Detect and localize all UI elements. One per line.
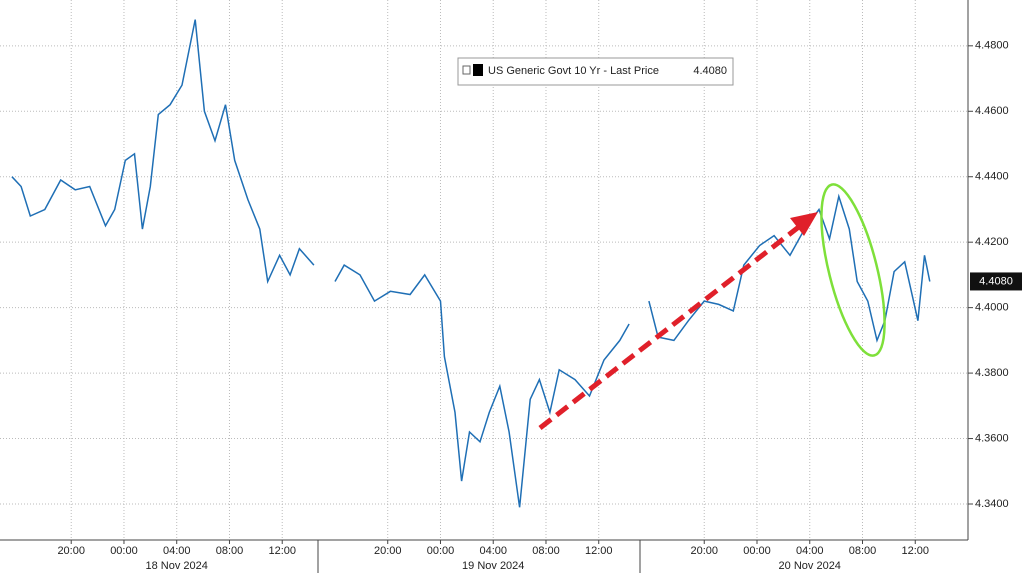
plot-area <box>0 0 968 540</box>
x-tick-label: 04:00 <box>796 545 824 557</box>
price-line <box>11 19 931 508</box>
x-tick-label: 12:00 <box>901 545 929 557</box>
last-price-label: 4.4080 <box>979 275 1013 287</box>
legend-box <box>457 57 734 86</box>
x-tick-label: 08:00 <box>216 545 244 557</box>
legend-icon <box>462 65 471 75</box>
x-tick-label: 08:00 <box>849 545 877 557</box>
x-tick-label: 04:00 <box>479 545 507 557</box>
x-tick-label: 12:00 <box>585 545 613 557</box>
trend-arrow <box>538 212 818 430</box>
x-tick-label: 00:00 <box>427 545 455 557</box>
last-price-box <box>970 272 1022 291</box>
legend: US Generic Govt 10 Yr - Last Price 4.408… <box>457 57 734 86</box>
y-tick-label: 4.4600 <box>975 105 1009 117</box>
highlight-ellipse <box>820 183 886 357</box>
x-tick-label: 20:00 <box>374 545 402 557</box>
y-tick-label: 4.4000 <box>975 302 1009 314</box>
date-label: 18 Nov 2024 <box>146 560 208 572</box>
y-tick-label: 4.4200 <box>975 236 1009 248</box>
date-label: 20 Nov 2024 <box>779 560 841 572</box>
y-tick-label: 4.3800 <box>975 367 1009 379</box>
x-tick-label: 12:00 <box>268 545 296 557</box>
x-tick-label: 00:00 <box>743 545 771 557</box>
x-tick-label: 04:00 <box>163 545 191 557</box>
y-tick-label: 4.4800 <box>975 40 1009 52</box>
legend-swatch <box>473 64 483 76</box>
date-label: 19 Nov 2024 <box>462 560 524 572</box>
y-tick-label: 4.4400 <box>975 171 1009 183</box>
x-tick-label: 00:00 <box>110 545 138 557</box>
y-tick-label: 4.3600 <box>975 432 1009 444</box>
legend-label: US Generic Govt 10 Yr - Last Price <box>488 65 659 77</box>
y-tick-label: 4.3400 <box>975 498 1009 510</box>
legend-value: 4.4080 <box>693 65 727 77</box>
x-tick-label: 20:00 <box>57 545 85 557</box>
x-tick-label: 08:00 <box>532 545 560 557</box>
x-tick-label: 20:00 <box>690 545 718 557</box>
